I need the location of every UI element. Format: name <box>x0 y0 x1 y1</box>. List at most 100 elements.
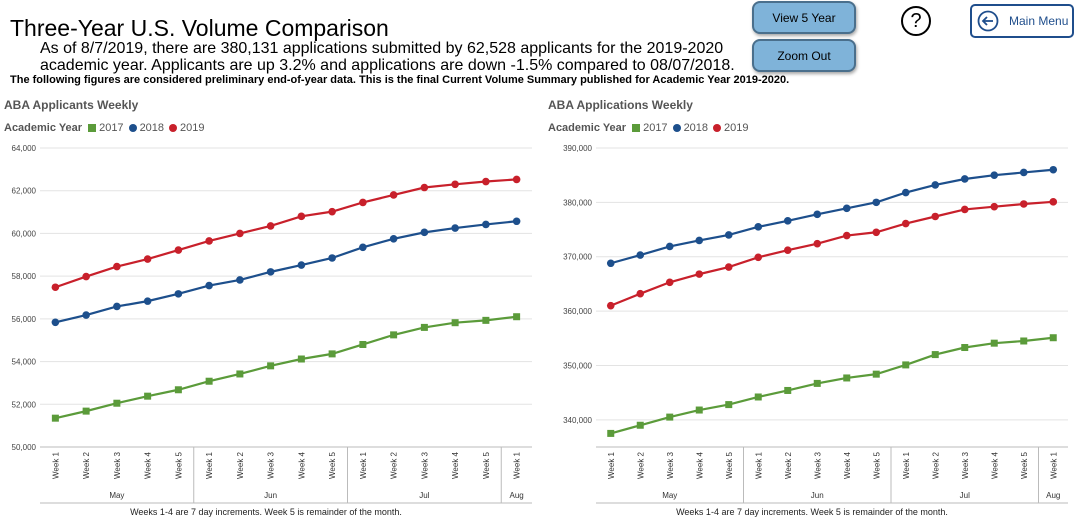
data-point-2018[interactable] <box>328 254 336 262</box>
data-point-2017[interactable] <box>666 413 674 421</box>
data-point-2019[interactable] <box>1019 200 1028 208</box>
data-point-2017[interactable] <box>1049 334 1057 342</box>
data-point-2018[interactable] <box>359 243 367 252</box>
data-point-2018[interactable] <box>451 224 459 232</box>
view-5-year-button[interactable]: View 5 Year <box>752 1 856 34</box>
data-point-2019[interactable] <box>606 301 615 310</box>
data-point-2019[interactable] <box>389 191 398 199</box>
data-point-2017[interactable] <box>51 414 59 422</box>
data-point-2018[interactable] <box>420 228 429 237</box>
data-point-2019[interactable] <box>901 219 910 228</box>
zoom-out-button[interactable]: Zoom Out <box>752 39 856 72</box>
data-point-2018[interactable] <box>1019 168 1028 177</box>
data-point-2019[interactable] <box>113 262 121 271</box>
data-point-2018[interactable] <box>389 234 398 243</box>
legend-item-2018[interactable]: 2018 <box>672 122 708 134</box>
data-point-2019[interactable] <box>297 212 306 221</box>
data-point-2019[interactable] <box>960 205 969 214</box>
data-point-2019[interactable] <box>420 183 429 192</box>
data-point-2018[interactable] <box>901 188 910 197</box>
data-point-2019[interactable] <box>512 175 521 184</box>
legend-item-2018[interactable]: 2018 <box>128 122 164 134</box>
data-point-2018[interactable] <box>695 236 704 245</box>
data-point-2018[interactable] <box>636 251 645 259</box>
data-point-2017[interactable] <box>420 323 428 331</box>
data-point-2017[interactable] <box>113 399 121 407</box>
data-point-2019[interactable] <box>695 270 704 278</box>
data-point-2019[interactable] <box>451 180 459 189</box>
data-point-2019[interactable] <box>359 198 367 207</box>
data-point-2018[interactable] <box>606 259 615 268</box>
data-point-2017[interactable] <box>843 374 851 382</box>
data-point-2018[interactable] <box>872 198 881 207</box>
data-point-2019[interactable] <box>266 222 275 230</box>
data-point-2017[interactable] <box>513 313 521 321</box>
data-point-2019[interactable] <box>174 246 183 254</box>
data-point-2018[interactable] <box>960 175 969 183</box>
data-point-2019[interactable] <box>636 289 645 298</box>
data-point-2018[interactable] <box>174 290 183 298</box>
data-point-2019[interactable] <box>931 212 940 221</box>
data-point-2017[interactable] <box>297 355 305 363</box>
data-point-2017[interactable] <box>144 392 152 400</box>
data-point-2018[interactable] <box>931 181 940 189</box>
data-point-2017[interactable] <box>174 386 182 394</box>
data-point-2017[interactable] <box>725 401 733 409</box>
data-point-2017[interactable] <box>754 393 762 401</box>
data-point-2017[interactable] <box>990 339 998 347</box>
data-point-2017[interactable] <box>931 351 939 359</box>
data-point-2017[interactable] <box>695 406 703 414</box>
data-point-2017[interactable] <box>328 350 336 358</box>
data-point-2017[interactable] <box>451 319 459 327</box>
legend-item-2019[interactable]: 2019 <box>169 122 205 134</box>
data-point-2018[interactable] <box>724 231 733 239</box>
data-point-2019[interactable] <box>328 207 336 216</box>
data-point-2017[interactable] <box>961 344 969 352</box>
data-point-2019[interactable] <box>724 263 733 271</box>
data-point-2018[interactable] <box>754 223 763 231</box>
data-point-2017[interactable] <box>1020 337 1028 345</box>
data-point-2017[interactable] <box>902 361 910 369</box>
data-point-2019[interactable] <box>842 231 851 240</box>
data-point-2018[interactable] <box>205 281 213 290</box>
data-point-2017[interactable] <box>784 386 792 394</box>
data-point-2018[interactable] <box>813 210 822 219</box>
data-point-2017[interactable] <box>359 340 367 348</box>
legend-item-2017[interactable]: 2017 <box>632 122 668 134</box>
data-point-2018[interactable] <box>512 217 521 226</box>
data-point-2018[interactable] <box>665 242 674 251</box>
data-point-2019[interactable] <box>665 278 674 287</box>
data-point-2017[interactable] <box>813 379 821 387</box>
data-point-2019[interactable] <box>754 253 763 262</box>
data-point-2017[interactable] <box>267 362 275 370</box>
data-point-2018[interactable] <box>236 276 244 284</box>
data-point-2019[interactable] <box>205 237 213 245</box>
data-point-2018[interactable] <box>51 318 60 327</box>
legend-item-2017[interactable]: 2017 <box>88 122 124 134</box>
data-point-2019[interactable] <box>783 246 792 255</box>
help-button[interactable]: ? <box>901 6 931 36</box>
data-point-2019[interactable] <box>813 239 822 248</box>
data-point-2019[interactable] <box>872 228 881 237</box>
data-point-2017[interactable] <box>82 407 90 415</box>
main-menu-button[interactable]: Main Menu <box>970 4 1074 38</box>
data-point-2018[interactable] <box>266 268 275 276</box>
data-point-2018[interactable] <box>82 311 90 319</box>
data-point-2019[interactable] <box>990 202 999 211</box>
data-point-2018[interactable] <box>482 220 490 229</box>
data-point-2019[interactable] <box>1049 198 1058 206</box>
data-point-2018[interactable] <box>1049 165 1058 174</box>
data-point-2019[interactable] <box>236 229 244 238</box>
data-point-2017[interactable] <box>872 370 880 378</box>
data-point-2018[interactable] <box>783 217 792 225</box>
data-point-2019[interactable] <box>143 255 152 263</box>
legend-item-2019[interactable]: 2019 <box>713 122 749 134</box>
data-point-2017[interactable] <box>482 316 490 324</box>
data-point-2017[interactable] <box>205 377 213 385</box>
data-point-2017[interactable] <box>236 370 244 378</box>
data-point-2018[interactable] <box>113 302 121 311</box>
data-point-2018[interactable] <box>297 261 306 269</box>
data-point-2017[interactable] <box>390 331 398 339</box>
data-point-2019[interactable] <box>82 272 90 281</box>
data-point-2018[interactable] <box>842 204 851 213</box>
